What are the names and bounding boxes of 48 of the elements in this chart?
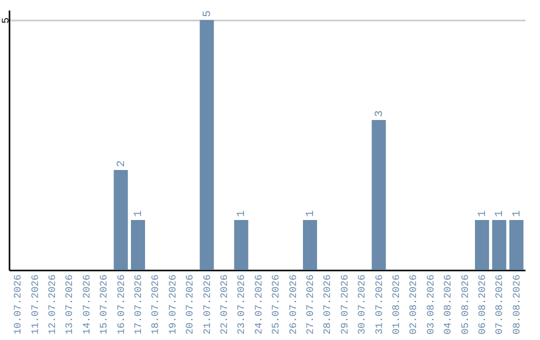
x-tick-label: 26.07.2026 [288,274,300,335]
x-tick-label: 22.07.2026 [220,274,231,335]
x-tick-label: 04.08.2026 [444,274,455,335]
bar [130,220,146,270]
data-label: 1 [477,210,489,217]
data-label: 1 [305,210,317,217]
x-tick-label: 12.07.2026 [48,274,59,335]
data-label: 2 [116,160,128,167]
x-tick-label: 23.07.2026 [237,274,248,335]
x-tick-label: 05.08.2026 [460,274,472,335]
bar [492,220,506,270]
x-tick-label: 13.07.2026 [65,274,76,335]
x-tick-label: 11.07.2026 [30,274,42,335]
x-tick-label: 14.07.2026 [82,274,94,335]
x-tick-label: 16.07.2026 [116,274,128,335]
bar [474,220,490,270]
data-label: 1 [236,210,248,217]
x-tick-label: 28.07.2026 [323,274,334,335]
x-tick-label: 10.07.2026 [14,274,25,335]
x-tick-label: 19.07.2026 [168,274,180,335]
x-tick-label: 21.07.2026 [202,274,214,335]
x-tick-label: 03.08.2026 [426,274,438,335]
x-tick-label: 01.08.2026 [392,274,403,335]
data-label: 1 [511,210,524,217]
x-tick-label: 27.07.2026 [306,274,317,335]
x-tick-label: 25.07.2026 [272,274,283,335]
x-tick-label: 02.08.2026 [409,274,420,335]
x-tick-label: 30.07.2026 [358,274,369,335]
data-label: 5 [202,10,214,17]
x-tick-label: 20.07.2026 [186,274,197,335]
x-tick-label: 08.08.2026 [512,274,524,335]
bar [372,120,386,270]
data-label: 3 [374,110,386,117]
x-tick-label: 17.07.2026 [134,274,145,335]
bar [302,220,318,270]
x-tick-label: 15.07.2026 [100,274,111,335]
bar [114,170,128,270]
bar [234,220,248,270]
bar [200,20,214,270]
x-tick-label: 31.07.2026 [374,274,386,335]
bar [509,220,524,270]
data-label: 1 [494,210,506,217]
data-label: 1 [133,210,145,217]
x-tick-label: 07.08.2026 [495,274,506,335]
x-tick-label: 18.07.2026 [151,274,162,335]
x-tick-label: 29.07.2026 [340,274,352,335]
x-tick-label: 06.08.2026 [478,274,489,335]
x-tick-label: 24.07.2026 [254,274,266,335]
